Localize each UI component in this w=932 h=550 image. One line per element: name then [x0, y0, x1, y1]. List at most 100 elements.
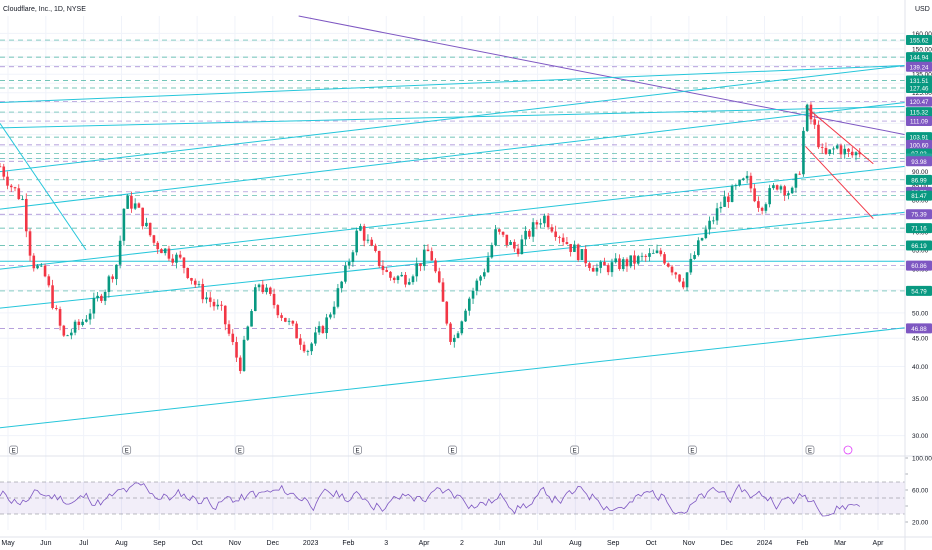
candle-body — [449, 323, 452, 342]
x-tick-label: Feb — [342, 540, 354, 547]
candle-body — [400, 274, 404, 277]
candle-body — [685, 272, 689, 288]
candle-body — [817, 124, 820, 148]
candle-body — [813, 119, 816, 125]
earnings-letter: E — [125, 449, 129, 455]
level-badge — [906, 75, 932, 86]
candle-body — [745, 175, 749, 179]
level-badge-value: 127.46 — [910, 86, 929, 93]
candle-body — [700, 238, 704, 241]
y-tick-label: 35.00 — [912, 396, 929, 403]
rsi-panel: 100.00 60.00 20.00 — [0, 455, 932, 527]
candle-body — [362, 226, 366, 241]
candle-body — [287, 320, 291, 322]
level-badge — [906, 139, 932, 150]
candle-body — [625, 259, 629, 267]
y-tick-label: 45.00 — [912, 336, 929, 343]
candle-body — [55, 308, 58, 310]
y-tick-label: 85.00 — [912, 183, 929, 190]
level-badge-value: 60.86 — [911, 263, 927, 270]
candle-body — [284, 317, 287, 322]
candle-body — [820, 147, 824, 148]
candle-body — [501, 231, 505, 235]
x-tick-label: Jul — [79, 540, 88, 547]
candle-body — [498, 229, 501, 232]
trendline — [0, 327, 906, 429]
candle-body — [644, 255, 648, 257]
candle-body — [715, 208, 719, 221]
candle-body — [28, 231, 32, 256]
candle-body — [835, 145, 839, 149]
level-badge-value: 93.98 — [911, 159, 927, 166]
candle-body — [332, 306, 336, 315]
x-tick-label: 2 — [460, 540, 464, 547]
candle-body — [670, 266, 674, 273]
candle-body — [47, 276, 51, 286]
candle-body — [486, 257, 490, 273]
candle-body — [2, 166, 6, 177]
trendline — [0, 211, 906, 309]
candle-body — [666, 263, 670, 267]
candle-body — [565, 242, 569, 245]
level-badge-value: 139.24 — [910, 64, 929, 71]
x-tick-label: Jun — [40, 540, 51, 547]
chart-title: Cloudflare, Inc., 1D, NYSE — [3, 6, 86, 13]
candle-body — [126, 195, 129, 209]
candle-body — [276, 305, 280, 316]
candle-body — [591, 268, 595, 272]
candle-body — [77, 321, 81, 326]
level-badge-value: 115.32 — [910, 110, 929, 117]
candle-body — [757, 201, 760, 208]
candle-body — [404, 274, 407, 285]
candle-body — [133, 203, 137, 209]
candle-body — [107, 276, 111, 292]
candle-body — [152, 235, 156, 243]
level-badge — [906, 96, 932, 107]
candle-body — [163, 248, 167, 254]
level-badge-value: 54.79 — [911, 288, 927, 295]
candle-body — [618, 258, 621, 269]
candle-body — [253, 287, 257, 312]
candle-body — [212, 301, 216, 307]
candle-body — [111, 276, 114, 280]
candle-body — [302, 344, 306, 352]
candle-body — [640, 255, 644, 257]
x-tick-label: Sep — [153, 540, 166, 547]
earnings-letter: E — [450, 449, 454, 455]
candle-body — [51, 285, 54, 309]
candle-body — [9, 185, 13, 188]
candle-body — [190, 277, 193, 281]
x-tick-label: Oct — [192, 540, 203, 547]
candle-body — [336, 288, 340, 307]
candle-body — [456, 333, 460, 338]
candle-body — [261, 284, 265, 293]
level-badge — [906, 323, 932, 334]
candle-body — [659, 250, 663, 255]
level-badge — [906, 190, 932, 201]
candle-body — [648, 253, 651, 257]
candle-body — [141, 207, 144, 227]
rsi-tick-label: 60.00 — [912, 488, 929, 495]
y-tick-label: 40.00 — [912, 364, 929, 371]
candle-body — [824, 147, 828, 154]
candle-body — [805, 104, 809, 131]
candle-body — [678, 274, 681, 282]
level-badge — [906, 223, 932, 234]
candle-body — [381, 265, 385, 271]
x-tick-label: Dec — [267, 540, 280, 547]
time-axis[interactable]: May Jun Jul Aug Sep Oct Nov Dec 2023 Feb 3 Apr 2 Jun J… — [0, 536, 932, 547]
trendline — [0, 106, 906, 129]
candle-body — [543, 215, 546, 224]
candle-body — [539, 223, 542, 225]
candle-body — [24, 198, 28, 232]
level-badge-value: 66.19 — [911, 243, 927, 250]
candle-body — [227, 324, 231, 334]
candle-body — [329, 314, 332, 318]
candle-body — [396, 276, 400, 281]
y-tick-label: 150.00 — [912, 46, 932, 53]
candle-body — [738, 180, 741, 186]
earnings-letter: E — [355, 449, 359, 455]
x-tick-label: Oct — [646, 540, 657, 547]
